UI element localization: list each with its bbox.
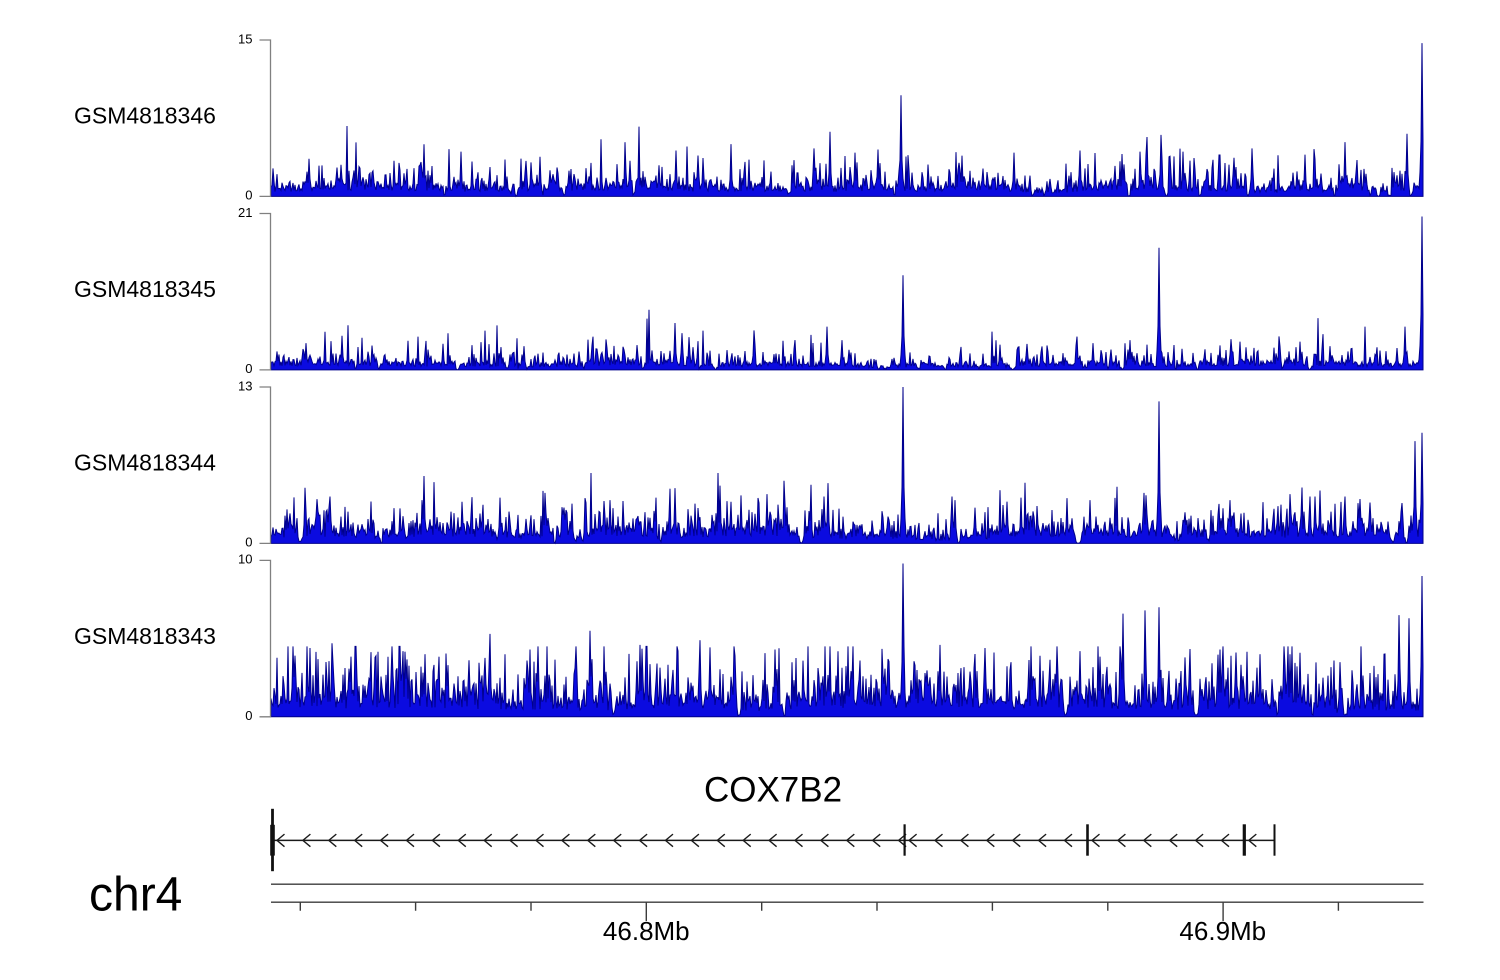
svg-text:GSM4818344: GSM4818344 xyxy=(74,450,216,476)
svg-text:10: 10 xyxy=(238,552,252,567)
svg-text:21: 21 xyxy=(238,205,252,220)
svg-text:GSM4818343: GSM4818343 xyxy=(74,623,216,649)
svg-text:0: 0 xyxy=(245,535,252,550)
svg-text:0: 0 xyxy=(245,361,252,376)
svg-text:0: 0 xyxy=(245,188,252,203)
svg-text:15: 15 xyxy=(238,31,252,46)
svg-text:13: 13 xyxy=(238,378,252,393)
svg-text:COX7B2: COX7B2 xyxy=(704,770,842,809)
svg-text:0: 0 xyxy=(245,708,252,723)
svg-text:46.9Mb: 46.9Mb xyxy=(1179,916,1266,946)
svg-text:chr4: chr4 xyxy=(89,869,182,922)
svg-text:GSM4818346: GSM4818346 xyxy=(74,103,216,129)
svg-text:46.8Mb: 46.8Mb xyxy=(603,916,690,946)
svg-text:GSM4818345: GSM4818345 xyxy=(74,276,216,302)
